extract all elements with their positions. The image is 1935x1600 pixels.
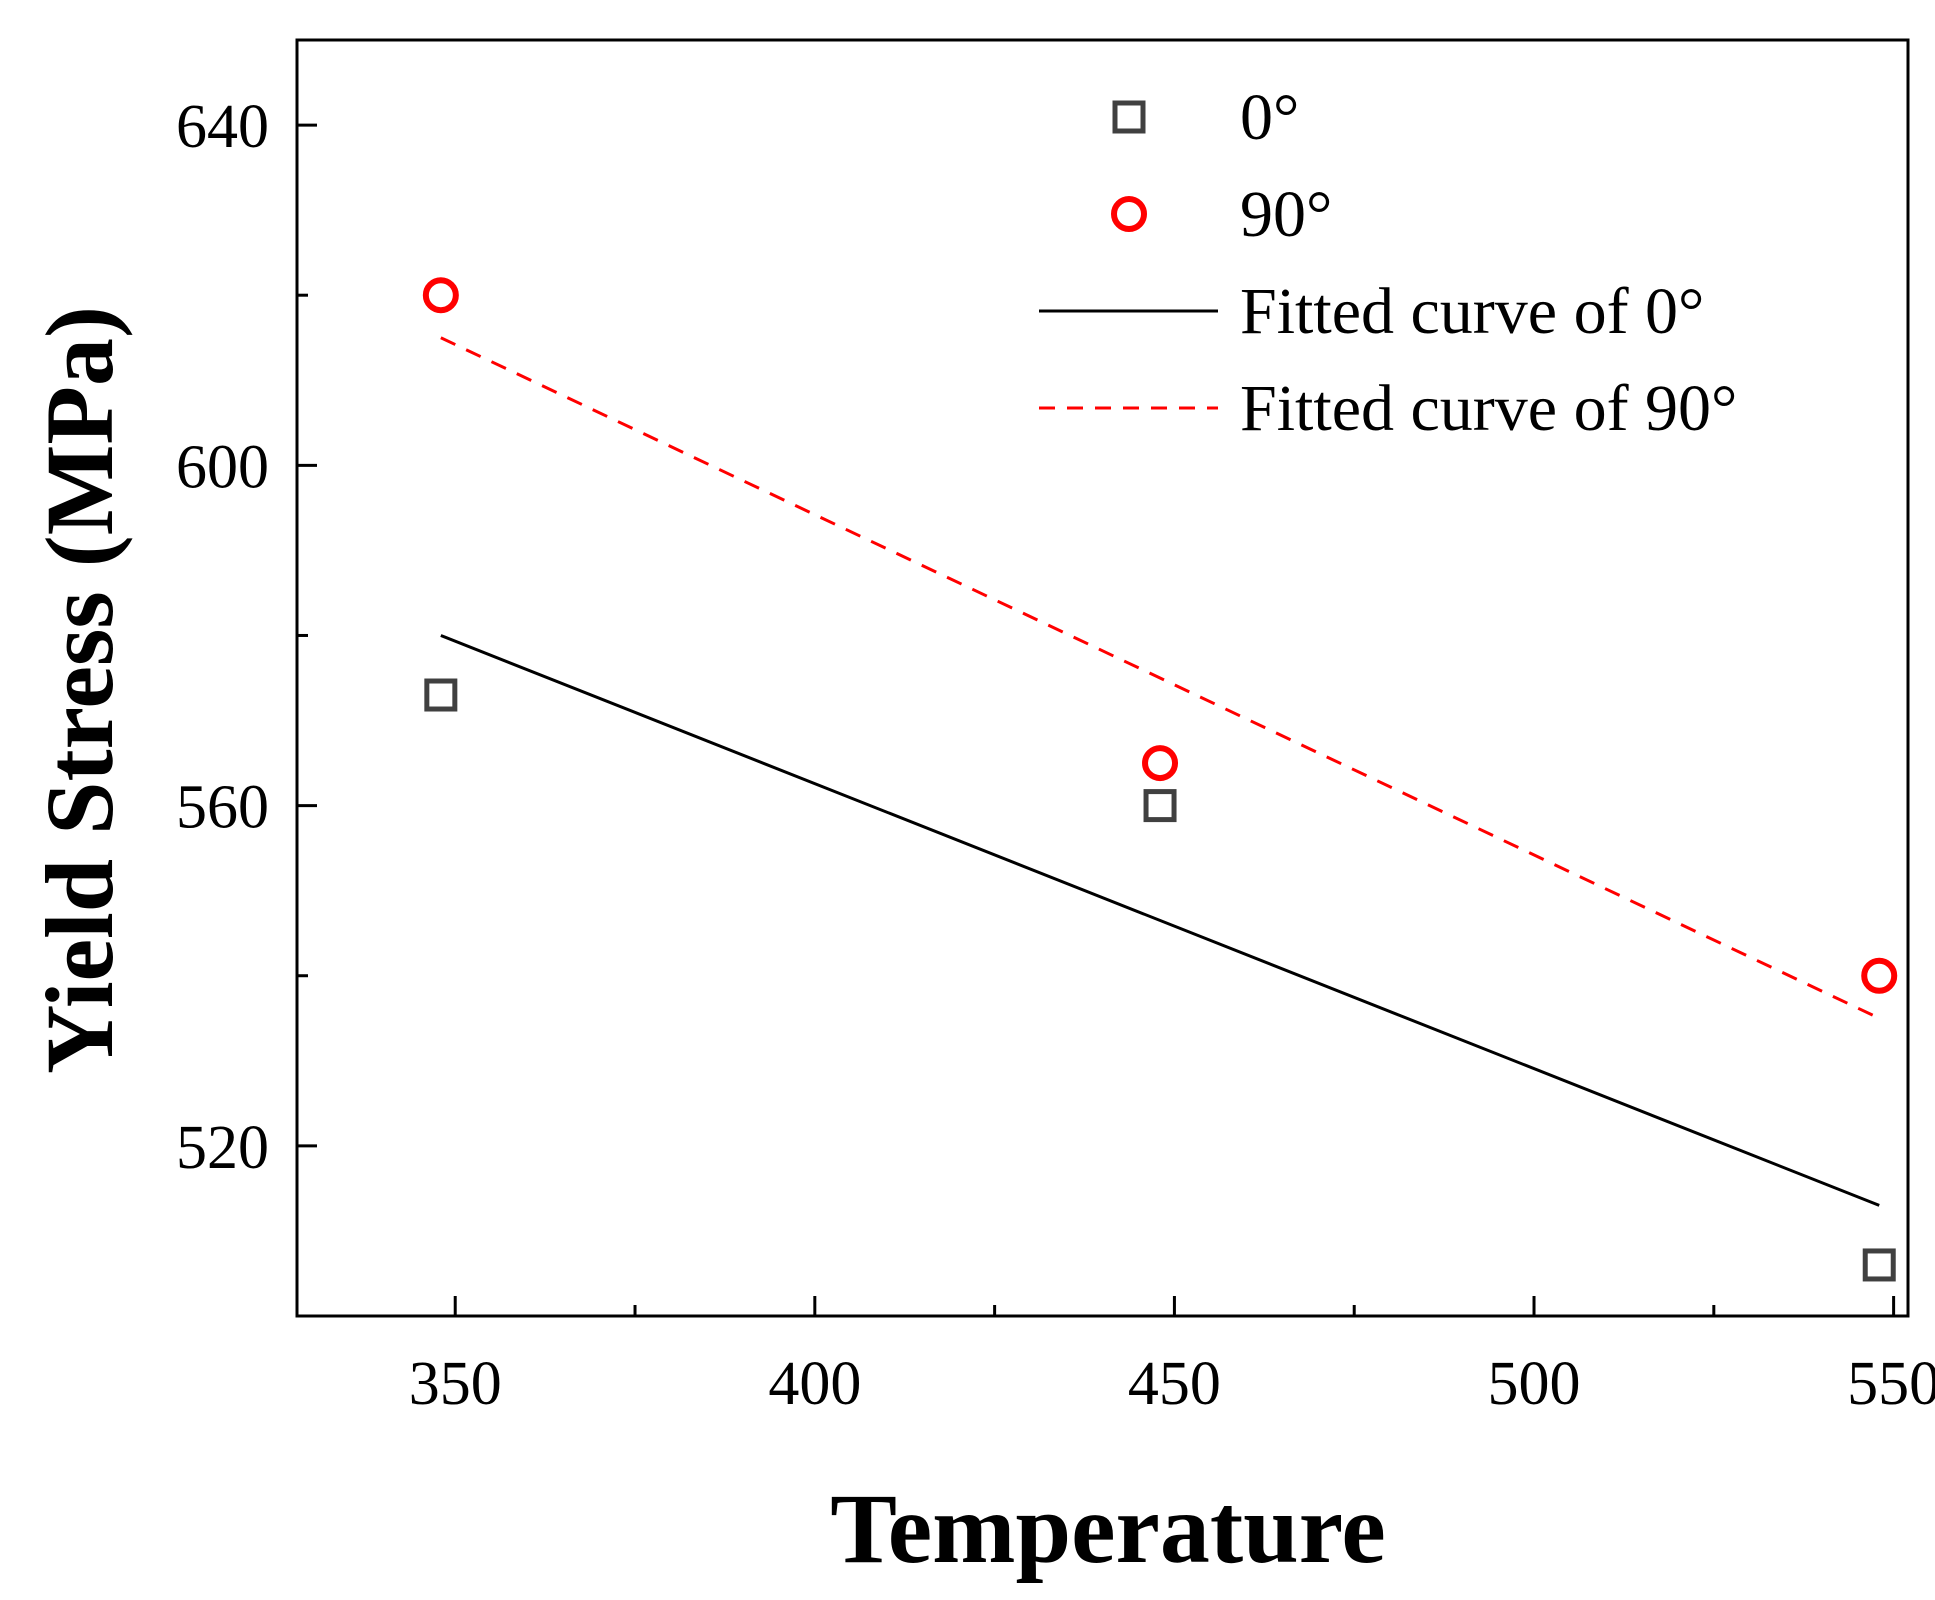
point-0deg-448 (1143, 789, 1177, 823)
y-tick-label-520: 520 (176, 1114, 269, 1182)
series-line-fitted-curve-of-0deg (440, 634, 1880, 1207)
y-axis-ticks: 520 560 600 640 (176, 93, 317, 1182)
point-0deg-348 (424, 678, 458, 712)
point-90deg-448 (1142, 745, 1179, 782)
y-tick-label-600: 600 (176, 433, 269, 501)
x-tick-label-450: 450 (1128, 1350, 1221, 1418)
x-axis-ticks: 350 400 450 500 550 (409, 1296, 1935, 1418)
legend: 0° 90° Fitted curve of 0° Fitted curve of 9… (1039, 81, 1737, 445)
point-0deg-548 (1862, 1248, 1896, 1282)
legend-marker-0deg (1112, 100, 1146, 134)
legend-label-fitted-curve-of-0deg: Fitted curve of 0° (1240, 275, 1704, 348)
x-axis-title: Temperature (830, 1473, 1385, 1584)
x-tick-label-350: 350 (409, 1350, 502, 1418)
x-tick-label-550: 550 (1847, 1350, 1935, 1418)
y-tick-label-560: 560 (176, 774, 269, 842)
plot-area (422, 277, 1898, 1282)
series-line-fitted-curve-of-90deg (440, 336, 1880, 1020)
x-tick-label-400: 400 (768, 1350, 861, 1418)
plot-frame (295, 38, 1910, 1318)
y-tick-label-640: 640 (176, 93, 269, 161)
y-axis-title: Yield Stress (MPa) (26, 306, 133, 1074)
legend-marker-90deg (1111, 196, 1147, 232)
point-90deg-548 (1861, 957, 1898, 994)
point-90deg-348 (422, 277, 459, 314)
legend-label-fitted-curve-of-90deg: Fitted curve of 90° (1240, 372, 1737, 445)
legend-label-0deg: 0° (1240, 81, 1299, 154)
x-tick-label-500: 500 (1488, 1350, 1581, 1418)
legend-label-90deg: 90° (1240, 178, 1332, 251)
